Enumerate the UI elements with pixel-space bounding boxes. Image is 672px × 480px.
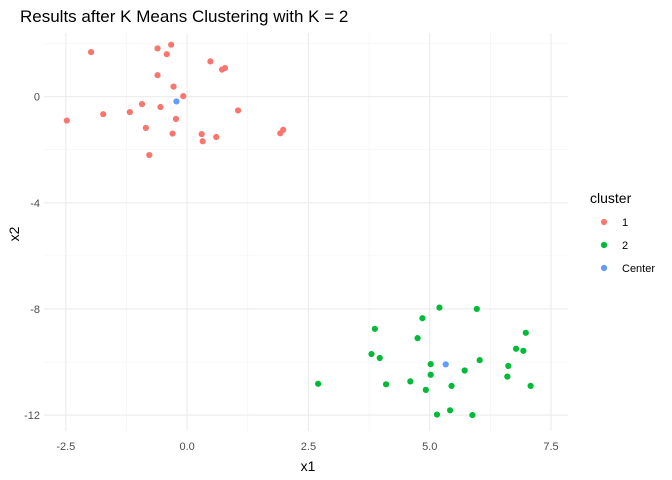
data-point [527, 382, 534, 389]
data-point [461, 367, 468, 374]
data-point [315, 380, 322, 387]
legend-label: 2 [622, 240, 628, 252]
legend-title: cluster [590, 190, 632, 206]
data-point [473, 305, 480, 313]
data-point [221, 64, 229, 72]
data-point [476, 357, 483, 364]
data-point [63, 117, 70, 124]
legend-key [600, 241, 608, 249]
data-point [170, 83, 177, 90]
legend-label: 1 [622, 217, 628, 229]
data-point [520, 347, 527, 354]
data-point [504, 373, 511, 380]
y-axis-label: x2 [6, 226, 22, 241]
data-point [422, 386, 429, 393]
data-point [427, 361, 434, 368]
data-point [433, 411, 441, 418]
x-tick-label: 5.0 [422, 441, 437, 453]
x-tick-label: 2.5 [301, 441, 316, 453]
data-point [448, 382, 455, 389]
data-point [172, 115, 180, 123]
y-tick-label: -8 [30, 304, 40, 316]
data-point [198, 130, 205, 138]
data-point [168, 41, 175, 48]
legend: cluster 1 2 Center [590, 190, 655, 275]
legend-label: Center [622, 263, 655, 275]
data-point [173, 98, 180, 105]
data-point [436, 304, 443, 311]
data-point [522, 329, 529, 336]
data-point [280, 126, 287, 133]
data-points [63, 41, 534, 419]
data-point [382, 381, 390, 388]
data-point [414, 335, 421, 342]
data-point [138, 101, 146, 108]
chart-title: Results after K Means Clustering with K … [20, 7, 348, 26]
data-point [442, 361, 449, 368]
data-point [368, 350, 375, 358]
grid [44, 33, 568, 431]
y-tick-label: 0 [34, 92, 40, 104]
data-point [142, 124, 149, 132]
data-point [180, 93, 187, 100]
data-point [447, 407, 454, 414]
data-point [163, 51, 170, 58]
data-point [407, 378, 414, 385]
data-point [512, 345, 520, 352]
data-point [376, 354, 383, 362]
data-point [427, 371, 434, 378]
x-tick-label: -2.5 [56, 441, 75, 453]
data-point [154, 45, 161, 52]
data-point [505, 362, 512, 370]
x-axis-ticks: -2.5 0.0 2.5 5.0 7.5 [56, 441, 558, 453]
data-point [207, 58, 214, 65]
data-point [213, 133, 220, 141]
data-point [100, 111, 107, 118]
data-point [146, 151, 153, 159]
x-tick-label: 7.5 [543, 441, 558, 453]
data-point [469, 411, 476, 419]
x-axis-label: x1 [301, 458, 316, 474]
data-point [419, 315, 426, 322]
data-point [126, 108, 133, 116]
data-point [157, 103, 164, 111]
data-point [234, 107, 242, 114]
legend-key [600, 218, 608, 226]
y-axis-ticks: -12 -8 -4 0 [24, 92, 40, 422]
data-point [199, 138, 206, 145]
data-point [371, 325, 378, 332]
data-point [87, 49, 95, 56]
y-tick-label: -12 [24, 410, 40, 422]
x-tick-label: 0.0 [179, 441, 194, 453]
legend-key [600, 264, 608, 272]
data-point [169, 130, 176, 137]
y-tick-label: -4 [30, 198, 40, 210]
data-point [154, 72, 161, 79]
